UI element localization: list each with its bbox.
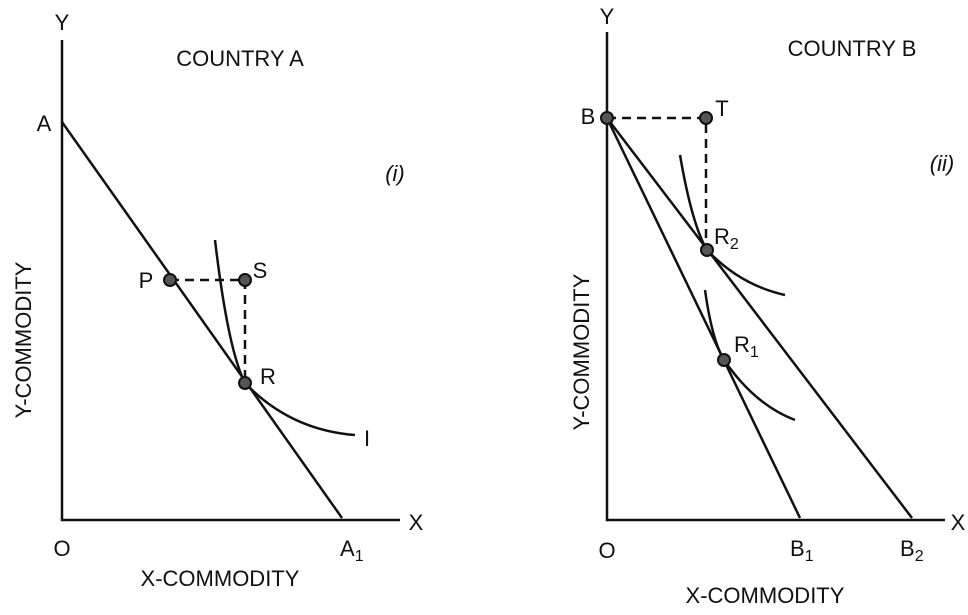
y-commodity: Y-COMMODITY	[11, 261, 36, 418]
price-line	[606, 117, 913, 519]
point-label: B1	[790, 536, 814, 565]
x-axis-label: X	[409, 510, 424, 535]
origin: O	[53, 536, 70, 561]
label-sub: 1	[750, 344, 759, 361]
point-label: R2	[714, 224, 739, 253]
panel-b: Y X O COUNTRY B (ii) Y-COMMODITY X-COMMO…	[569, 4, 966, 608]
label-base: B	[790, 536, 805, 561]
panel-a: Y X O COUNTRY A (i) Y-COMMODITY X-COMMOD…	[11, 10, 424, 591]
label-base: R	[714, 224, 730, 249]
tag: (i)	[385, 161, 405, 186]
point-label: T	[715, 96, 728, 121]
axes	[605, 32, 945, 522]
point-label: S	[253, 258, 268, 283]
trade-triangle	[170, 278, 247, 383]
point-label: P	[139, 268, 154, 293]
title: COUNTRY A	[176, 46, 304, 71]
point	[163, 273, 177, 287]
label-sub: 1	[355, 548, 364, 565]
label-base: R	[734, 332, 750, 357]
y-commodity: Y-COMMODITY	[569, 273, 594, 430]
point-label: A	[37, 111, 52, 136]
x-commodity: X-COMMODITY	[141, 566, 300, 591]
point-label: R	[260, 364, 276, 389]
label-sub: 2	[730, 236, 739, 253]
label-base: B	[900, 536, 915, 561]
title: COUNTRY B	[788, 36, 917, 61]
curve-label: I	[364, 426, 370, 451]
point-label: R1	[734, 332, 759, 361]
point-label: A1	[340, 536, 364, 565]
origin: O	[598, 538, 615, 563]
y-axis-label: Y	[600, 4, 615, 29]
price-line	[605, 117, 802, 519]
point	[238, 273, 252, 287]
label-base: A	[340, 536, 355, 561]
y-axis-label: Y	[55, 10, 70, 35]
indifference-curve	[213, 239, 356, 437]
x-axis-label: X	[951, 510, 966, 535]
point	[600, 111, 614, 125]
x-commodity: X-COMMODITY	[686, 583, 845, 608]
tag: (ii)	[930, 151, 954, 176]
point	[699, 111, 713, 125]
point-label: B2	[900, 536, 924, 565]
indifference-curve	[678, 154, 786, 297]
price-line	[60, 121, 344, 519]
label-sub: 1	[805, 548, 814, 565]
point-label: B	[581, 104, 596, 129]
label-sub: 2	[915, 548, 924, 565]
point	[700, 243, 714, 257]
axes	[60, 40, 400, 522]
point	[238, 376, 252, 390]
point	[717, 353, 731, 367]
